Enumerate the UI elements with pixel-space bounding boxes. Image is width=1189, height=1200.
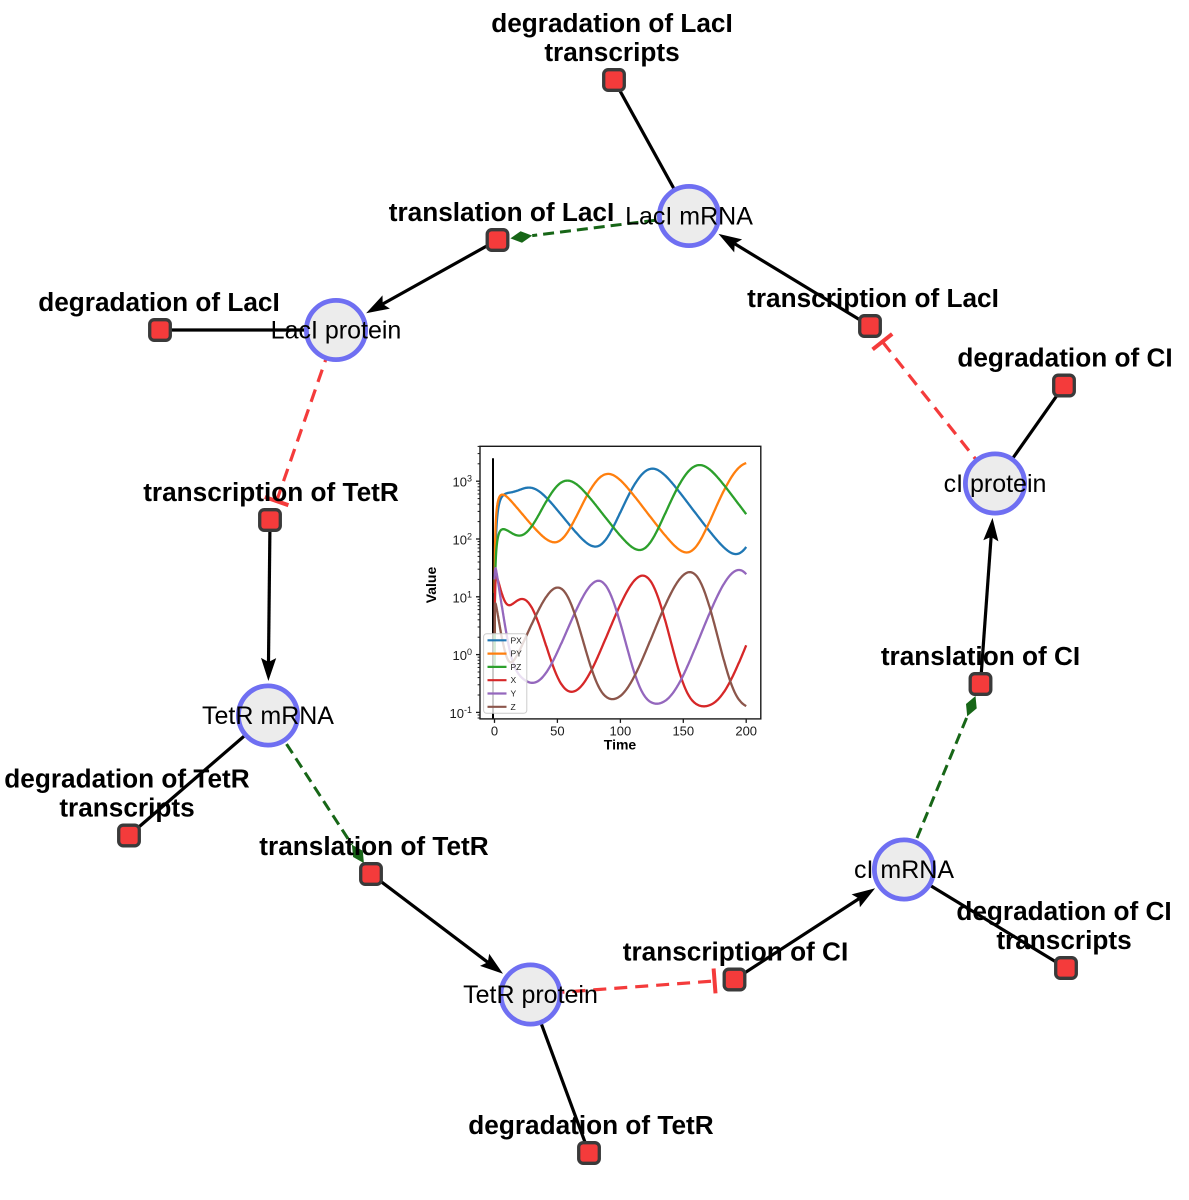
svg-text:translation of CI: translation of CI	[881, 641, 1080, 671]
svg-text:TetR protein: TetR protein	[463, 981, 598, 1009]
svg-text:100: 100	[610, 723, 632, 738]
svg-text:degradation of CI: degradation of CI	[956, 896, 1171, 926]
svg-text:Time: Time	[604, 737, 637, 753]
svg-text:TetR mRNA: TetR mRNA	[202, 702, 334, 730]
svg-text:transcripts: transcripts	[59, 793, 194, 823]
svg-text:cI protein: cI protein	[944, 470, 1047, 498]
svg-text:150: 150	[672, 723, 694, 738]
svg-text:cI mRNA: cI mRNA	[854, 856, 954, 884]
svg-text:transcripts: transcripts	[996, 925, 1131, 955]
svg-text:X: X	[511, 675, 517, 685]
svg-text:translation of TetR: translation of TetR	[259, 831, 488, 861]
svg-text:transcripts: transcripts	[544, 37, 679, 67]
svg-text:degradation of LacI: degradation of LacI	[491, 8, 733, 38]
svg-text:transcription of TetR: transcription of TetR	[143, 477, 399, 507]
svg-text:200: 200	[735, 723, 757, 738]
svg-text:LacI protein: LacI protein	[271, 317, 402, 345]
svg-text:PZ: PZ	[511, 662, 522, 672]
svg-text:PX: PX	[511, 635, 523, 645]
svg-text:degradation of TetR: degradation of TetR	[4, 764, 249, 794]
svg-text:LacI mRNA: LacI mRNA	[625, 203, 753, 231]
svg-text:degradation of CI: degradation of CI	[957, 343, 1172, 373]
svg-text:Value: Value	[423, 567, 439, 604]
svg-text:translation of LacI: translation of LacI	[389, 197, 615, 227]
svg-text:50: 50	[550, 723, 564, 738]
svg-text:degradation of TetR: degradation of TetR	[468, 1110, 713, 1140]
svg-text:degradation of LacI: degradation of LacI	[38, 287, 280, 317]
svg-text:transcription of LacI: transcription of LacI	[747, 283, 999, 313]
svg-text:PY: PY	[511, 649, 523, 659]
svg-text:0: 0	[491, 723, 498, 738]
svg-text:Z: Z	[511, 702, 516, 712]
svg-text:Y: Y	[511, 689, 517, 699]
svg-text:transcription of CI: transcription of CI	[623, 937, 849, 967]
